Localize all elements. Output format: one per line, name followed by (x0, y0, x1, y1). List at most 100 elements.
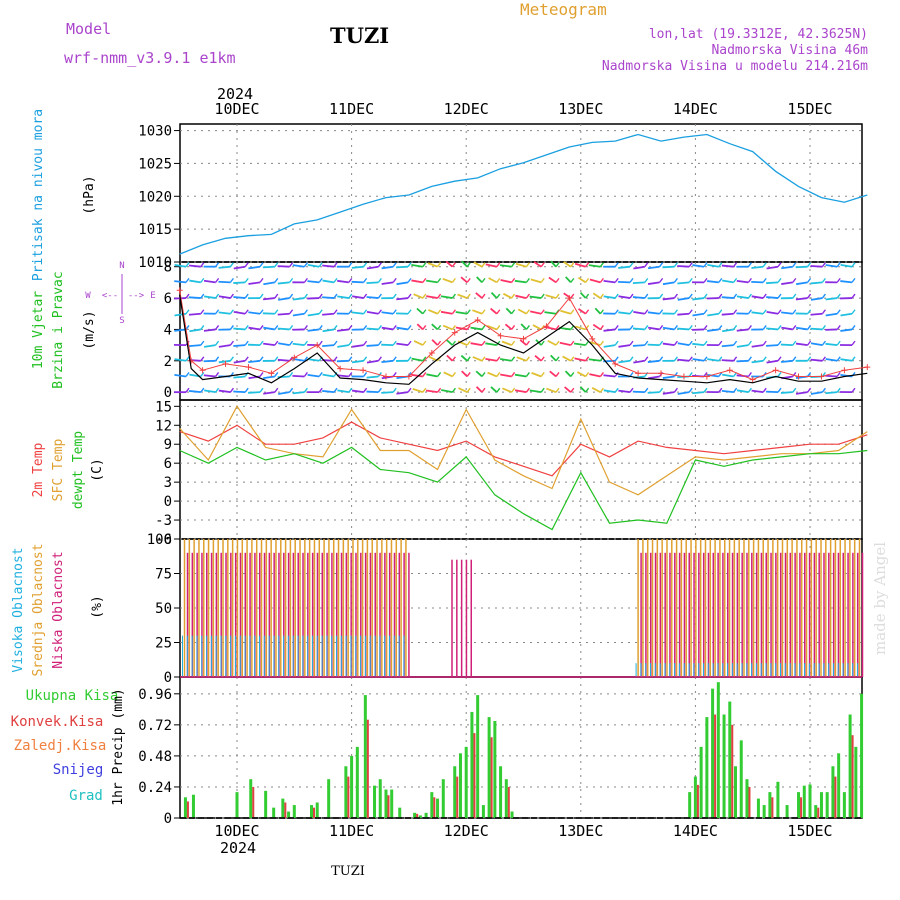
wind-barb-flag (673, 277, 678, 283)
wind-barb (460, 354, 468, 362)
wind-barb (461, 370, 468, 378)
wind-barb (248, 391, 261, 394)
wind-barb (475, 386, 483, 393)
precip-total-bar (808, 784, 812, 818)
wind-barb-flag (229, 340, 234, 346)
wind-barb (488, 277, 498, 284)
wind-barb-flag (807, 309, 812, 315)
legend-hail: Grad (69, 788, 103, 804)
wind-barb-flag (185, 309, 190, 315)
wind-barb-flag (614, 262, 619, 268)
wind-barb-flag (200, 387, 205, 393)
y-tick-label: 1030 (138, 124, 172, 140)
top-day-label: 15DEC (787, 100, 832, 118)
wind-barb (485, 263, 497, 268)
wind-barb (443, 371, 453, 378)
wind-barb-flag (718, 340, 723, 346)
precip-total-bar (711, 688, 715, 818)
wind-barb (736, 389, 749, 394)
wind-barb-flag (348, 262, 353, 268)
wind-barb (174, 263, 187, 268)
wind-barb-flag (422, 325, 427, 330)
wind-barb-flag (525, 277, 530, 283)
wind-barb (203, 374, 216, 378)
wind-barb-flag (792, 387, 797, 393)
precip-total-bar (436, 798, 440, 818)
wind-barb (500, 373, 512, 378)
wind-barb-flag (555, 340, 560, 346)
wind-barb (490, 292, 498, 299)
wind-barb-flag (303, 262, 308, 268)
wind-barb (413, 293, 424, 299)
wind-barb (322, 328, 335, 333)
wind-barb-flag (200, 340, 205, 346)
wind-barb-flag (407, 340, 412, 346)
wind-barb (351, 265, 364, 269)
wind-barb-flag (540, 340, 545, 346)
wind-barb-flag (437, 340, 442, 346)
wind-barb (336, 374, 349, 378)
wind-barb (416, 323, 424, 331)
top-day-label: 14DEC (673, 100, 718, 118)
wind-barb (721, 344, 734, 348)
wind-barb-flag (333, 372, 338, 377)
precip-total-bar (499, 766, 503, 818)
gust-marker (428, 349, 435, 356)
wind-barb-flag (229, 356, 234, 362)
wind-barb (336, 359, 349, 363)
top-day-label: 13DEC (558, 100, 603, 118)
wind-barb (618, 295, 631, 299)
wind-barb-flag (599, 340, 604, 346)
cloud-axis-name-a: Visoka Oblacnost (11, 547, 26, 672)
wind-barb-flag (673, 340, 678, 346)
wind-barb-flag (363, 325, 368, 330)
y-tick-label: -6 (155, 532, 172, 548)
y-tick-label: 15 (155, 399, 172, 415)
wind-barb-flag (614, 293, 619, 299)
wind-barb (632, 344, 645, 347)
wind-barb (515, 294, 527, 299)
wind-barb-flag (762, 387, 767, 393)
wind-barb-flag (762, 325, 767, 330)
wind-barb-flag (437, 325, 442, 330)
wind-barb-flag (377, 340, 382, 346)
wind-barb (307, 358, 320, 362)
wind-barb-flag (821, 293, 826, 299)
wind-barb-flag (318, 372, 323, 377)
wind-barb-flag (762, 340, 767, 346)
wind-barb (632, 390, 645, 394)
wind-barb-flag (777, 293, 782, 299)
precip-total-bar (728, 701, 732, 818)
wind-barb-flag (511, 293, 516, 299)
wind-barb (825, 312, 838, 317)
wind-barb (426, 295, 438, 299)
wind-barb-flag (836, 325, 841, 330)
wind-barb-flag (363, 262, 368, 268)
wind-barb (781, 311, 793, 315)
wind-barb (396, 265, 409, 269)
wind-barb-flag (733, 356, 738, 362)
bottom-day-label: 14DEC (673, 822, 718, 840)
wind-barb-flag (525, 309, 530, 315)
gust-marker (360, 367, 367, 374)
wind-barb-flag (274, 293, 279, 299)
wind-barb (366, 311, 379, 315)
wind-barb (533, 261, 542, 268)
wind-barb-flag (629, 340, 634, 346)
wind-barb-flag (318, 293, 323, 299)
coords-label: lon,lat (19.3312E, 42.3625N) (649, 27, 868, 42)
wind-barb-flag (585, 340, 590, 346)
wind-barb-flag (644, 387, 649, 393)
wind-barb (736, 295, 749, 299)
footer-station: TUZI (331, 864, 365, 879)
wind-barb (263, 281, 275, 286)
wind-barb-flag (481, 325, 486, 330)
wind-barb-flag (747, 372, 752, 377)
wind-barb (618, 311, 631, 315)
wind-barb (810, 342, 823, 347)
precip-total-bar (281, 798, 285, 818)
wind-barb-flag (377, 356, 382, 362)
temperature-plot (179, 405, 868, 531)
wind-barb (278, 342, 290, 347)
wind-barb-flag (540, 309, 545, 315)
